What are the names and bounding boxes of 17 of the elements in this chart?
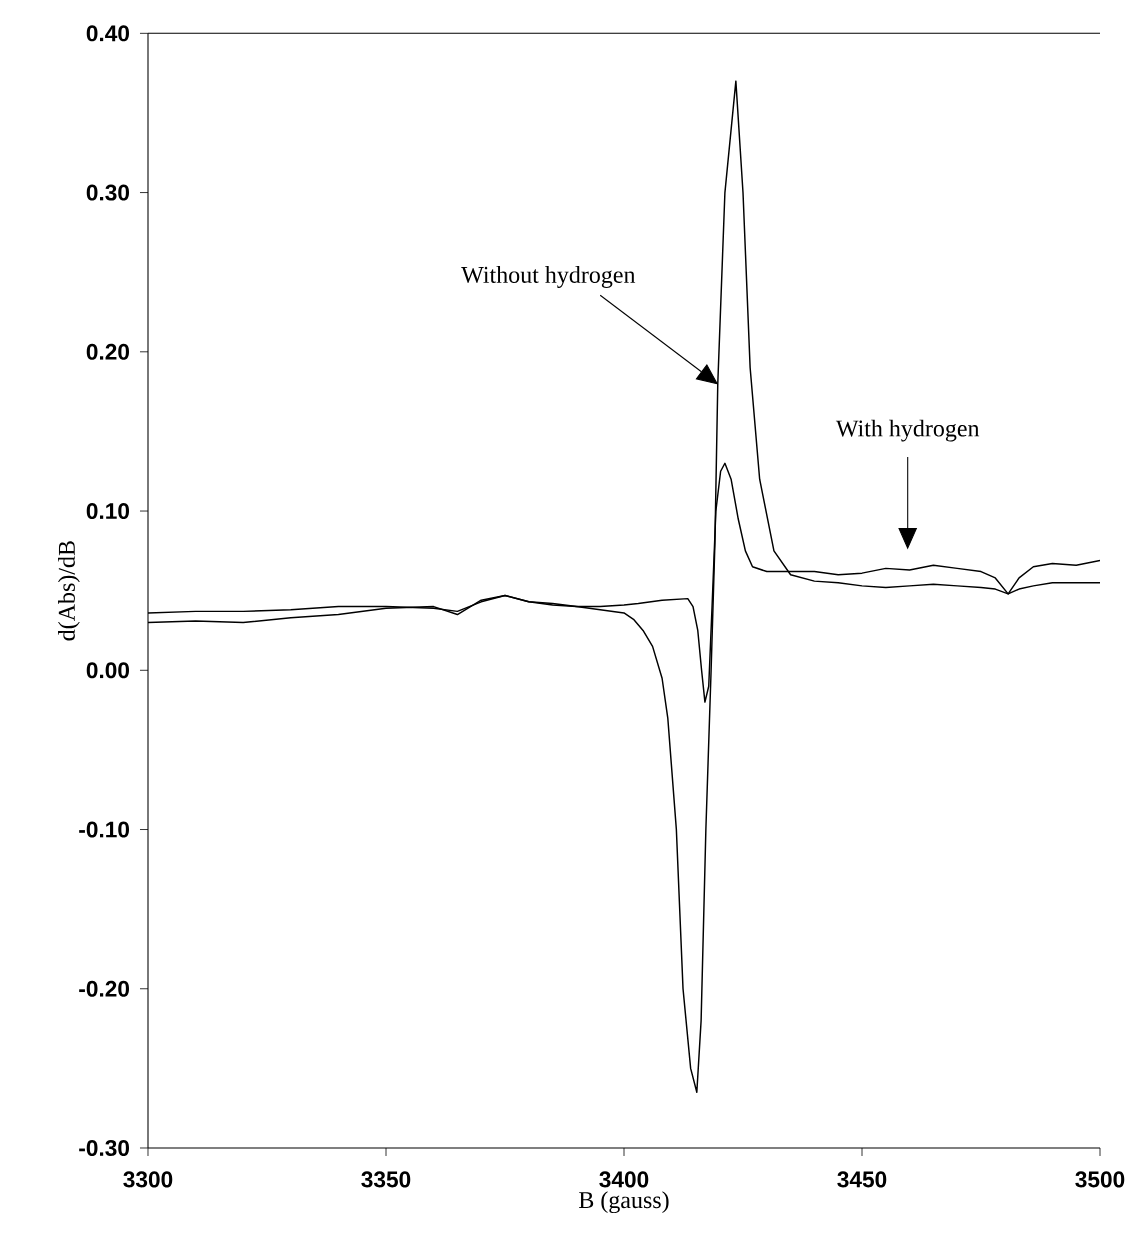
y-tick-label: -0.10 bbox=[79, 821, 130, 838]
x-tick-label: 3400 bbox=[599, 1171, 649, 1188]
y-tick-label: -0.20 bbox=[79, 980, 130, 997]
y-tick-label: 0.30 bbox=[86, 184, 130, 201]
y-tick-label: 0.40 bbox=[86, 25, 130, 42]
annotation: Without hydrogen bbox=[461, 266, 636, 288]
x-tick-label: 3450 bbox=[837, 1171, 887, 1188]
annotation: With hydrogen bbox=[835, 419, 980, 442]
y-tick-label: 0.20 bbox=[86, 343, 130, 360]
x-axis-title: B (gauss) bbox=[579, 1191, 669, 1214]
y-tick-label: 0.10 bbox=[86, 503, 130, 520]
x-tick-label: 3300 bbox=[123, 1171, 173, 1188]
y-tick-label: 0.00 bbox=[86, 662, 130, 679]
x-tick-label: 3500 bbox=[1075, 1171, 1125, 1188]
y-tick-label: -0.30 bbox=[79, 1139, 130, 1157]
y-axis-title: d(Abs)/dB bbox=[58, 541, 80, 641]
x-tick-label: 3350 bbox=[361, 1171, 411, 1188]
